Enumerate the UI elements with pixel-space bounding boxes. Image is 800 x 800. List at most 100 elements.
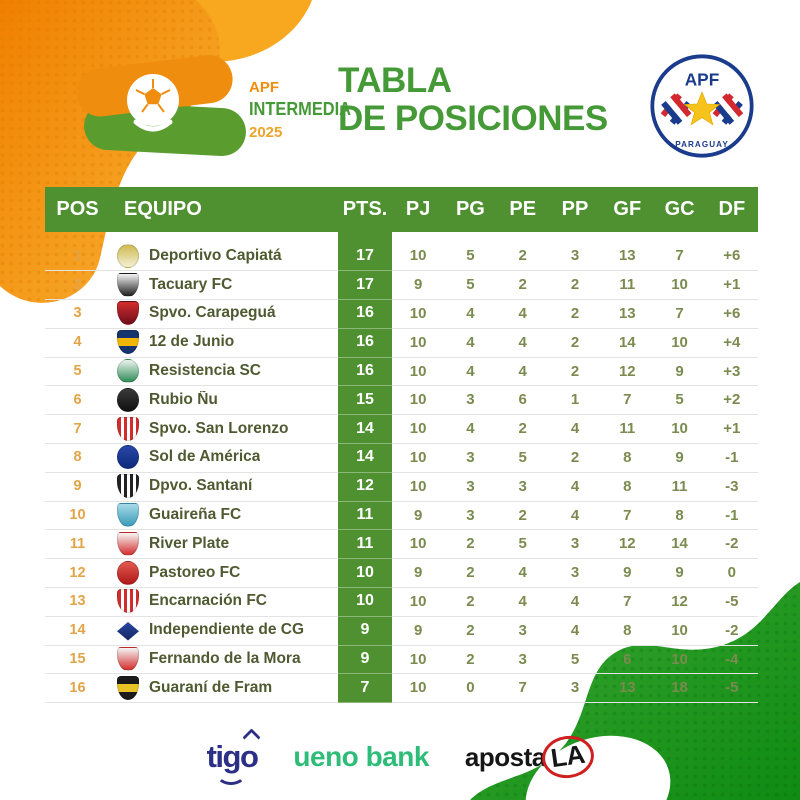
league-logo: APF INTERMEDIA 2025 (76, 55, 351, 157)
goal-diff-cell: +1 (705, 414, 758, 445)
badge-left-ribbons (660, 93, 692, 125)
team-crest-icon (117, 622, 139, 641)
wins-cell: 3 (444, 501, 497, 531)
losses-cell: 2 (548, 328, 602, 358)
losses-cell: 3 (548, 242, 602, 272)
col-header-pp: PP (561, 198, 589, 220)
losses-cell: 3 (548, 673, 602, 704)
badge-right-ribbons (712, 93, 744, 125)
position-number: 16 (45, 673, 110, 704)
points-cell: 17 (338, 242, 392, 272)
goal-diff-cell: +2 (705, 385, 758, 416)
table-row: 9 Dpvo. Santaní 12 10 3 3 4 8 11 -3 (45, 472, 758, 502)
losses-cell: 2 (548, 443, 602, 473)
badge-apf-text: APF (685, 69, 720, 89)
points-cell: 9 (338, 645, 392, 675)
table-row: 16 Guaraní de Fram 7 10 0 7 3 13 18 -5 (45, 673, 758, 704)
team-crest-icon (117, 387, 139, 412)
goal-diff-cell: -1 (705, 501, 758, 531)
goal-diff-cell: -2 (705, 616, 758, 646)
losses-cell: 4 (548, 501, 602, 531)
goals-for-cell: 13 (601, 299, 654, 329)
losses-cell: 2 (548, 270, 602, 301)
draws-cell: 3 (496, 616, 549, 646)
draws-cell: 6 (496, 385, 549, 416)
goal-diff-cell: 0 (705, 558, 758, 589)
losses-cell: 3 (548, 558, 602, 589)
played-cell: 10 (392, 529, 445, 560)
goals-for-cell: 8 (601, 472, 654, 502)
losses-cell: 3 (548, 529, 602, 560)
table-row: 14 Independiente de CG 9 9 2 3 4 8 10 -2 (45, 616, 758, 646)
draws-cell: 5 (496, 529, 549, 560)
col-header-pj: PJ (405, 198, 431, 220)
goals-for-cell: 7 (601, 385, 654, 416)
played-cell: 10 (392, 357, 445, 387)
losses-cell: 4 (548, 587, 602, 617)
table-row: 10 Guaireña FC 11 9 3 2 4 7 8 -1 (45, 501, 758, 531)
col-header-gf: GF (613, 198, 642, 220)
badge-paraguay-text: PARAGUAY (675, 140, 729, 149)
draws-cell: 3 (496, 645, 549, 675)
team-crest-icon (117, 445, 139, 470)
losses-cell: 4 (548, 472, 602, 502)
goals-for-cell: 14 (601, 328, 654, 358)
table-row: 7 Spvo. San Lorenzo 14 10 4 2 4 11 10 +1 (45, 414, 758, 445)
goals-for-cell: 7 (601, 587, 654, 617)
points-cell: 16 (338, 357, 392, 387)
team-cell: Pastoreo FC (110, 558, 338, 589)
table-body: 1 Deportivo Capiatá 17 10 5 2 3 13 7 +6 … (45, 232, 758, 704)
draws-cell: 4 (496, 587, 549, 617)
played-cell: 9 (392, 270, 445, 301)
table-row: 5 Resistencia SC 16 10 4 4 2 12 9 +3 (45, 357, 758, 387)
team-cell: River Plate (110, 529, 338, 560)
draws-cell: 2 (496, 501, 549, 531)
goals-against-cell: 8 (653, 501, 706, 531)
team-name: 12 de Junio (149, 333, 235, 351)
goals-for-cell: 8 (601, 616, 654, 646)
points-cell: 14 (338, 414, 392, 445)
points-cell: 11 (338, 501, 392, 531)
goal-diff-cell: -4 (705, 645, 758, 675)
team-name: Dpvo. Santaní (149, 477, 253, 495)
points-cell: 17 (338, 270, 392, 301)
losses-cell: 1 (548, 385, 602, 416)
tigo-smile-icon (215, 763, 246, 785)
draws-cell: 3 (496, 472, 549, 502)
played-cell: 10 (392, 443, 445, 473)
goals-for-cell: 6 (601, 645, 654, 675)
table-header: POS EQUIPO PTS. PJ PG PE PP GF GC DF (45, 187, 758, 232)
position-number: 12 (45, 558, 110, 589)
table-row: 8 Sol de América 14 10 3 5 2 8 9 -1 (45, 444, 758, 473)
title-line-1: TABLA (338, 61, 452, 100)
goal-diff-cell: +4 (705, 328, 758, 358)
team-cell: Dpvo. Santaní (110, 472, 338, 502)
wins-cell: 3 (444, 472, 497, 502)
team-name: Guaireña FC (149, 506, 242, 524)
position-number: 8 (45, 443, 110, 473)
position-number: 13 (45, 587, 110, 617)
played-cell: 10 (392, 242, 445, 272)
goals-for-cell: 13 (601, 242, 654, 272)
wins-cell: 5 (444, 242, 497, 272)
goals-for-cell: 11 (601, 270, 654, 301)
team-crest-icon (117, 359, 139, 384)
wins-cell: 0 (444, 673, 497, 704)
position-number: 6 (45, 385, 110, 416)
played-cell: 10 (392, 414, 445, 445)
goal-diff-cell: -5 (705, 673, 758, 704)
wins-cell: 4 (444, 414, 497, 445)
goals-against-cell: 7 (653, 242, 706, 272)
team-name: Resistencia SC (149, 362, 261, 380)
points-cell: 11 (338, 529, 392, 560)
ueno-wordmark: ueno bank (293, 741, 429, 772)
team-crest-icon (117, 301, 139, 326)
position-number: 3 (45, 299, 110, 329)
goals-for-cell: 11 (601, 414, 654, 445)
goals-for-cell: 9 (601, 558, 654, 589)
position-number: 2 (45, 270, 110, 301)
points-cell: 9 (338, 616, 392, 646)
federation-badge: APF PARAGUAY (650, 54, 754, 158)
wins-cell: 2 (444, 645, 497, 675)
team-cell: Resistencia SC (110, 357, 338, 387)
